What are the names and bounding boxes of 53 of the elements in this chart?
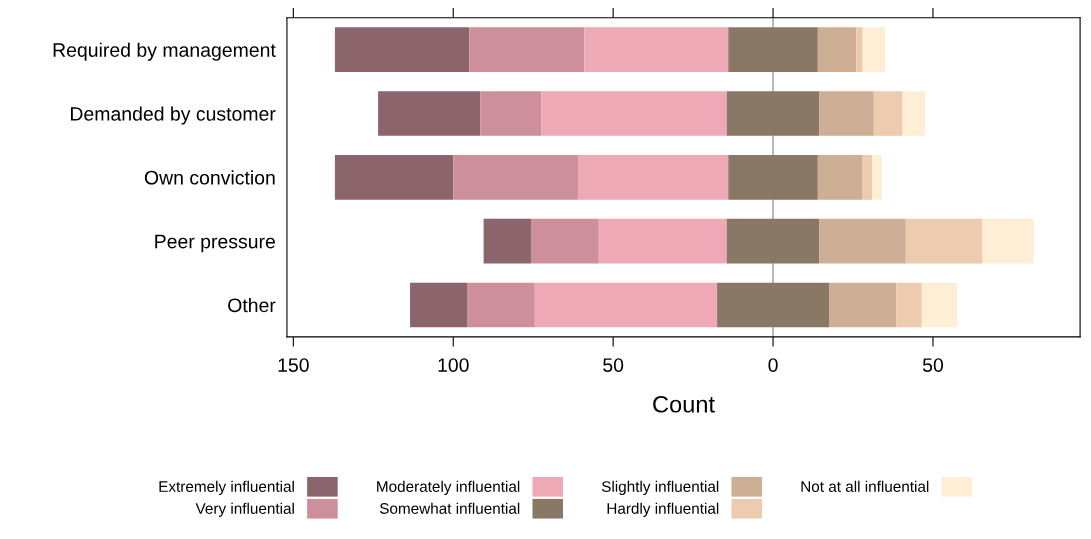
legend-label: Slightly influential xyxy=(601,480,719,495)
legend-label: Not at all influential xyxy=(801,480,929,492)
legend-label: Hardly influential xyxy=(607,502,719,517)
bar xyxy=(829,282,897,328)
bar xyxy=(896,282,922,328)
bar xyxy=(872,154,882,200)
bar xyxy=(467,282,535,328)
legend-label: Moderately influential xyxy=(377,480,520,495)
legend-label: Extremely influential xyxy=(159,480,294,495)
bar xyxy=(480,91,542,136)
bar xyxy=(584,27,729,73)
x-tick-label: 50 xyxy=(922,358,944,372)
bar xyxy=(534,282,718,328)
y-tick-label: Other xyxy=(228,297,276,313)
bar xyxy=(717,282,830,328)
bar xyxy=(873,91,903,136)
bar xyxy=(728,154,818,200)
bar xyxy=(453,154,578,200)
y-tick-label: Required by management xyxy=(53,42,276,61)
bar xyxy=(921,282,957,328)
bar xyxy=(856,27,863,73)
bar xyxy=(469,27,585,73)
bar xyxy=(410,282,468,328)
x-tick-label: 150 xyxy=(278,358,309,372)
y-tick-label: Demanded by customer xyxy=(71,106,276,125)
bar xyxy=(982,218,1034,264)
bar xyxy=(862,27,885,73)
bar xyxy=(905,218,983,264)
x-axis-title: Count xyxy=(653,395,715,413)
bar xyxy=(541,91,727,136)
bar xyxy=(726,218,820,264)
bar xyxy=(577,154,729,200)
legend-label: Somewhat influential xyxy=(379,502,520,514)
y-tick-label: Peer pressure xyxy=(155,234,275,253)
bar xyxy=(817,154,863,200)
x-tick-label: 100 xyxy=(438,358,469,372)
bar xyxy=(483,218,532,264)
x-tick-label: 50 xyxy=(603,358,624,372)
bar xyxy=(531,218,599,264)
y-tick-label: Own conviction xyxy=(144,170,275,185)
bar xyxy=(598,218,727,264)
bar xyxy=(819,218,906,264)
bar xyxy=(334,154,454,200)
bar xyxy=(728,27,818,73)
bar xyxy=(902,91,925,136)
bar xyxy=(819,91,874,136)
bar xyxy=(334,27,470,73)
bar xyxy=(862,154,873,200)
legend-label: Very influential xyxy=(195,502,294,517)
bar xyxy=(817,27,857,73)
bar xyxy=(378,91,481,136)
bar xyxy=(726,91,820,136)
x-tick-label: 0 xyxy=(768,358,778,372)
